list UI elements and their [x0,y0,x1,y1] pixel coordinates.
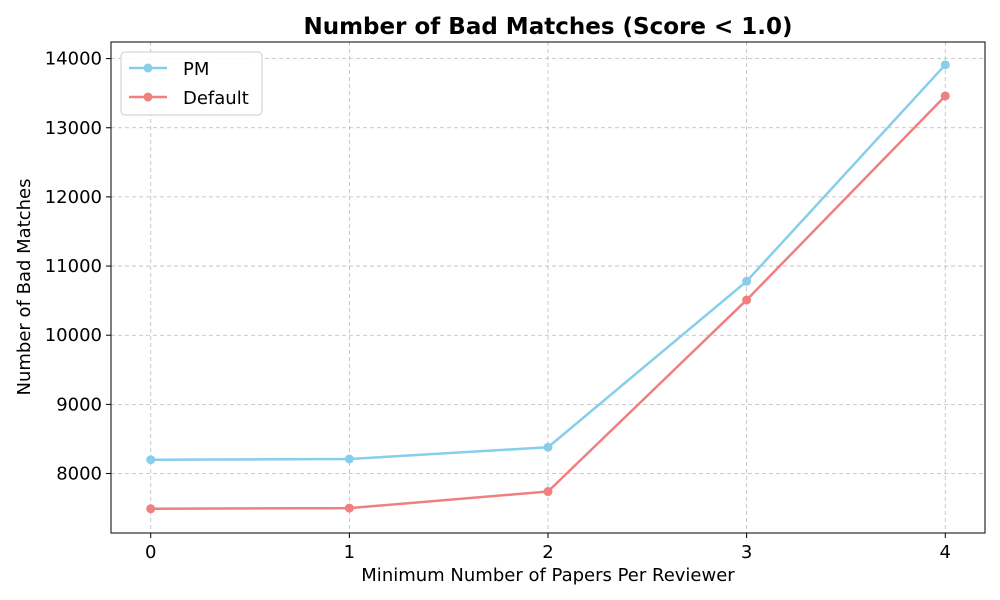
series-lines [146,60,950,514]
y-tick-label: 10000 [45,325,102,346]
grid-lines [111,42,985,533]
data-point-pm [543,442,553,452]
y-axis-ticks: 8000 9000 10000 11000 12000 13000 14000 [45,49,111,485]
data-point-pm [146,455,156,465]
data-point-pm [742,276,752,286]
x-tick-label: 2 [542,542,553,563]
x-tick-label: 3 [741,542,752,563]
y-tick-label: 14000 [45,49,102,70]
x-tick-label: 4 [940,542,951,563]
data-point-default [940,91,950,101]
legend: PM Default [120,51,263,116]
data-point-default [742,295,752,305]
y-tick-label: 8000 [56,464,102,485]
legend-marker-pm [143,63,153,73]
y-axis-title: Number of Bad Matches [14,178,35,395]
data-point-pm [940,60,950,70]
legend-label-default: Default [183,88,249,109]
y-tick-label: 12000 [45,187,102,208]
chart-title: Number of Bad Matches (Score < 1.0) [303,14,792,40]
legend-marker-default [143,92,153,102]
y-tick-label: 9000 [56,394,102,415]
x-axis-ticks: 0 1 2 3 4 [145,533,951,563]
x-axis-title: Minimum Number of Papers Per Reviewer [361,565,735,586]
x-tick-label: 0 [145,542,156,563]
legend-label-pm: PM [183,59,209,80]
data-point-default [344,503,354,513]
data-point-default [146,504,156,514]
data-point-pm [344,454,354,464]
data-point-default [543,487,553,497]
y-tick-label: 13000 [45,118,102,139]
y-tick-label: 11000 [45,256,102,277]
x-tick-label: 1 [344,542,355,563]
